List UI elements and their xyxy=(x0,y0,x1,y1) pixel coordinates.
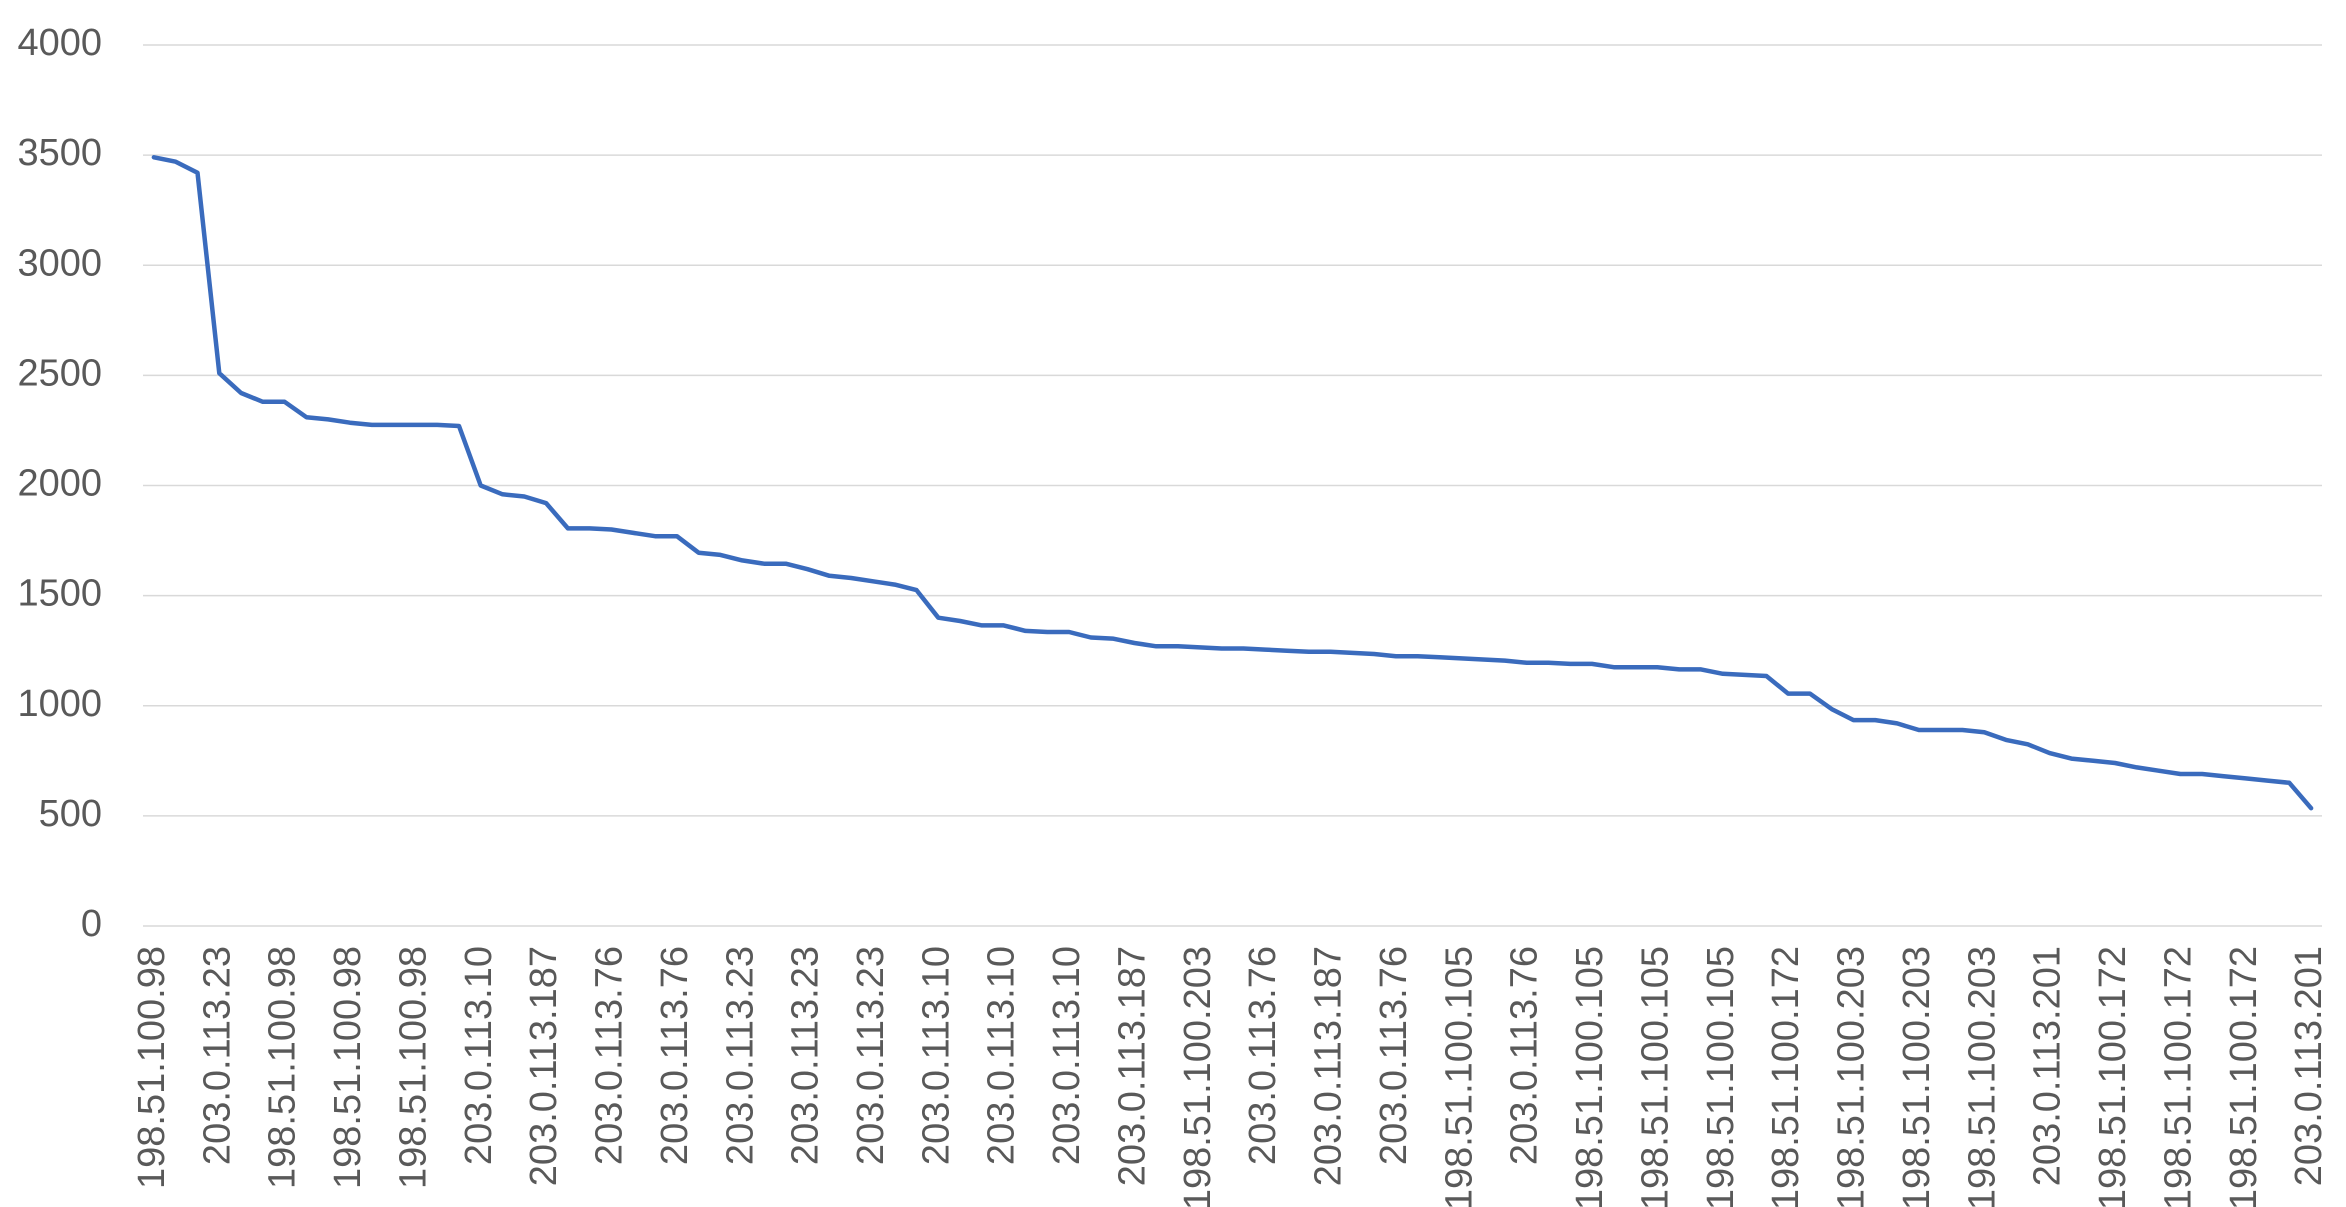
x-tick-label: 198.51.100.105 xyxy=(1438,946,1480,1207)
x-tick-label: 203.0.113.23 xyxy=(719,946,761,1165)
x-tick-label: 203.0.113.201 xyxy=(2288,946,2330,1186)
x-tick-label: 203.0.113.76 xyxy=(1242,946,1284,1165)
x-tick-label: 203.0.113.10 xyxy=(458,946,500,1165)
x-tick-label: 198.51.100.98 xyxy=(262,946,304,1189)
x-tick-label: 198.51.100.203 xyxy=(1177,946,1219,1207)
x-tick-label: 203.0.113.23 xyxy=(785,946,827,1165)
x-tick-label: 203.0.113.187 xyxy=(1308,946,1350,1186)
x-tick-label: 203.0.113.10 xyxy=(981,946,1023,1165)
y-tick-label: 4000 xyxy=(17,22,102,64)
x-tick-label: 198.51.100.105 xyxy=(1634,946,1676,1207)
y-tick-label: 500 xyxy=(39,793,102,835)
x-tick-label: 203.0.113.187 xyxy=(523,946,565,1186)
x-tick-label: 203.0.113.76 xyxy=(589,946,631,1165)
x-tick-label: 198.51.100.172 xyxy=(2092,946,2134,1207)
x-tick-label: 198.51.100.172 xyxy=(2223,946,2265,1207)
x-tick-label: 198.51.100.203 xyxy=(1961,946,2003,1207)
x-tick-label: 198.51.100.203 xyxy=(1831,946,1873,1207)
x-tick-label: 203.0.113.76 xyxy=(654,946,696,1165)
y-tick-label: 2000 xyxy=(17,463,102,505)
x-tick-label: 198.51.100.172 xyxy=(1765,946,1807,1207)
x-tick-label: 198.51.100.98 xyxy=(131,946,173,1189)
x-tick-label: 198.51.100.105 xyxy=(1700,946,1742,1207)
x-tick-label: 203.0.113.10 xyxy=(915,946,957,1165)
x-tick-label: 203.0.113.76 xyxy=(1504,946,1546,1165)
y-tick-label: 1000 xyxy=(17,683,102,725)
x-tick-label: 198.51.100.172 xyxy=(2157,946,2199,1207)
x-tick-label: 203.0.113.23 xyxy=(850,946,892,1165)
x-tick-label: 203.0.113.76 xyxy=(1373,946,1415,1165)
y-tick-label: 0 xyxy=(81,903,102,945)
x-tick-label: 203.0.113.23 xyxy=(196,946,238,1165)
y-tick-label: 1500 xyxy=(17,573,102,615)
y-tick-label: 3500 xyxy=(17,132,102,174)
x-tick-label: 203.0.113.187 xyxy=(1111,946,1153,1186)
y-tick-label: 2500 xyxy=(17,352,102,394)
x-tick-label: 198.51.100.105 xyxy=(1569,946,1611,1207)
y-tick-label: 3000 xyxy=(17,242,102,284)
x-tick-label: 198.51.100.98 xyxy=(392,946,434,1189)
data-line xyxy=(151,155,2314,811)
x-tick-label: 203.0.113.10 xyxy=(1046,946,1088,1165)
x-tick-label: 198.51.100.203 xyxy=(1896,946,1938,1207)
x-tick-label: 198.51.100.98 xyxy=(327,946,369,1189)
x-tick-label: 203.0.113.201 xyxy=(2027,946,2069,1186)
